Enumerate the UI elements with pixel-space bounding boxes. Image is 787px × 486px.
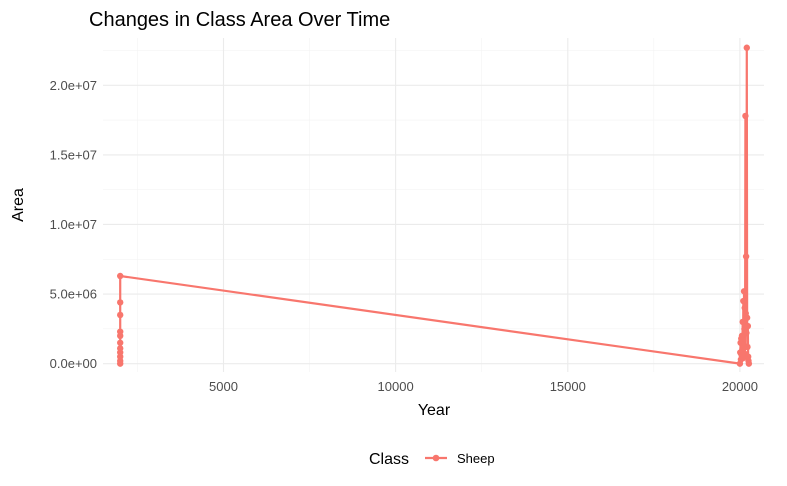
legend-key-point [432, 454, 440, 462]
data-point [743, 329, 750, 337]
x-axis-title: Year [418, 402, 451, 419]
y-axis-title: Area [10, 188, 27, 222]
x-tick-label: 20000 [722, 379, 758, 394]
data-point [745, 360, 753, 367]
legend-title: Class [369, 451, 409, 468]
data-point [739, 318, 746, 326]
data-point [117, 345, 124, 352]
x-tick-label: 5000 [209, 379, 238, 394]
data-point [117, 328, 124, 335]
data-point [740, 288, 748, 295]
axes: 5000 10000 15000 20000 0.0e+00 5.0e+06 1.0e+07… [50, 78, 758, 394]
data-point [117, 339, 124, 346]
grid-lines [103, 38, 764, 372]
data-point [744, 322, 752, 330]
data-point [117, 299, 124, 306]
legend-label-sheep: Sheep [457, 451, 495, 466]
legend: Class Sheep [369, 451, 495, 468]
y-tick-label: 5.0e+06 [50, 287, 97, 302]
chart-title: Changes in Class Area Over Time [89, 9, 390, 31]
x-tick-label: 15000 [550, 379, 586, 394]
data-point [117, 311, 124, 319]
data-point [742, 253, 750, 260]
data-point [741, 304, 748, 312]
data-point [744, 343, 751, 351]
data-point [743, 314, 751, 321]
y-tick-label: 0.0e+00 [50, 356, 97, 371]
data-point [740, 297, 747, 305]
y-tick-label: 1.5e+07 [50, 147, 97, 162]
x-tick-label: 10000 [378, 379, 414, 394]
series-line [119, 46, 750, 365]
y-tick-label: 1.0e+07 [50, 217, 97, 232]
data-point [742, 112, 749, 120]
y-tick-label: 2.0e+07 [50, 78, 97, 93]
data-point [117, 272, 124, 280]
data-point [743, 44, 750, 51]
series-sheep [117, 44, 753, 367]
